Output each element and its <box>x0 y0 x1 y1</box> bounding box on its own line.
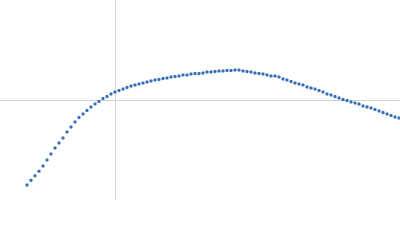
data-point <box>377 109 381 113</box>
data-point <box>345 98 349 103</box>
data-point <box>165 76 169 80</box>
data-point <box>169 75 173 79</box>
data-point <box>397 116 400 120</box>
data-point <box>241 69 245 73</box>
data-point <box>365 105 369 109</box>
data-point <box>105 94 109 99</box>
data-point <box>357 102 361 106</box>
data-point <box>193 71 197 76</box>
data-point <box>373 107 377 112</box>
data-point <box>101 96 105 101</box>
data-point <box>321 90 325 94</box>
data-point <box>233 68 237 72</box>
data-point <box>261 72 265 76</box>
data-point <box>173 74 177 79</box>
data-point <box>41 164 45 168</box>
data-point <box>197 71 201 76</box>
data-point <box>161 76 165 81</box>
data-point <box>353 101 357 105</box>
data-point <box>361 104 365 108</box>
data-point <box>385 112 389 116</box>
data-point <box>285 78 289 82</box>
data-point <box>329 93 333 97</box>
data-point <box>37 169 41 173</box>
data-point <box>157 77 161 82</box>
data-point <box>109 92 113 96</box>
data-point <box>249 70 253 74</box>
data-point <box>29 178 33 182</box>
data-point <box>73 120 77 124</box>
data-point <box>265 73 269 77</box>
data-point <box>341 97 345 102</box>
data-point <box>97 99 101 104</box>
chart <box>0 0 400 200</box>
data-point <box>93 102 97 106</box>
data-point <box>257 71 261 76</box>
data-point <box>333 94 337 99</box>
data-point <box>381 110 385 115</box>
data-point <box>389 113 393 118</box>
data-point <box>305 85 309 89</box>
data-point <box>277 75 281 79</box>
data-point <box>125 85 129 90</box>
data-point <box>337 96 341 100</box>
data-point <box>289 79 293 84</box>
data-point <box>209 70 213 74</box>
data-point <box>77 115 81 120</box>
data-point <box>205 70 209 74</box>
data-point <box>45 158 49 162</box>
data-point <box>313 87 317 91</box>
data-point <box>369 106 373 110</box>
data-point <box>221 69 225 73</box>
data-point <box>121 87 125 91</box>
data-point <box>117 88 121 93</box>
data-point <box>133 83 137 87</box>
data-point <box>281 77 285 81</box>
data-point <box>53 146 57 150</box>
data-point <box>85 108 89 113</box>
data-point <box>349 100 353 104</box>
page: {"chart_data": {"type": "scatter", "colo… <box>0 0 400 200</box>
data-point <box>393 115 397 119</box>
data-point <box>89 105 93 109</box>
data-point <box>113 90 117 94</box>
data-point <box>33 174 37 178</box>
data-point <box>213 69 217 74</box>
data-point <box>293 81 297 85</box>
data-point <box>225 68 229 73</box>
data-point <box>137 82 141 86</box>
data-point <box>237 68 241 72</box>
data-point <box>325 92 329 96</box>
data-point <box>189 72 193 76</box>
data-point <box>273 74 277 78</box>
data-point <box>61 136 65 140</box>
data-point <box>65 130 69 134</box>
data-point <box>145 80 149 84</box>
data-point <box>253 71 257 75</box>
data-point <box>149 79 153 83</box>
data-point <box>153 78 157 82</box>
data-point <box>217 69 221 73</box>
data-point <box>141 81 145 85</box>
data-point <box>57 141 61 145</box>
data-point <box>317 88 321 93</box>
data-point <box>69 125 73 129</box>
data-point <box>25 183 29 187</box>
data-point <box>297 82 301 86</box>
data-point <box>177 74 181 78</box>
data-point <box>309 86 313 90</box>
data-point <box>129 84 133 88</box>
data-point <box>181 73 185 77</box>
data-point <box>301 83 305 87</box>
data-point <box>245 69 249 74</box>
data-point <box>201 71 205 75</box>
data-point <box>229 68 233 73</box>
data-point <box>185 73 189 77</box>
data-point <box>81 112 85 116</box>
data-point <box>269 74 273 78</box>
data-point <box>49 152 53 156</box>
